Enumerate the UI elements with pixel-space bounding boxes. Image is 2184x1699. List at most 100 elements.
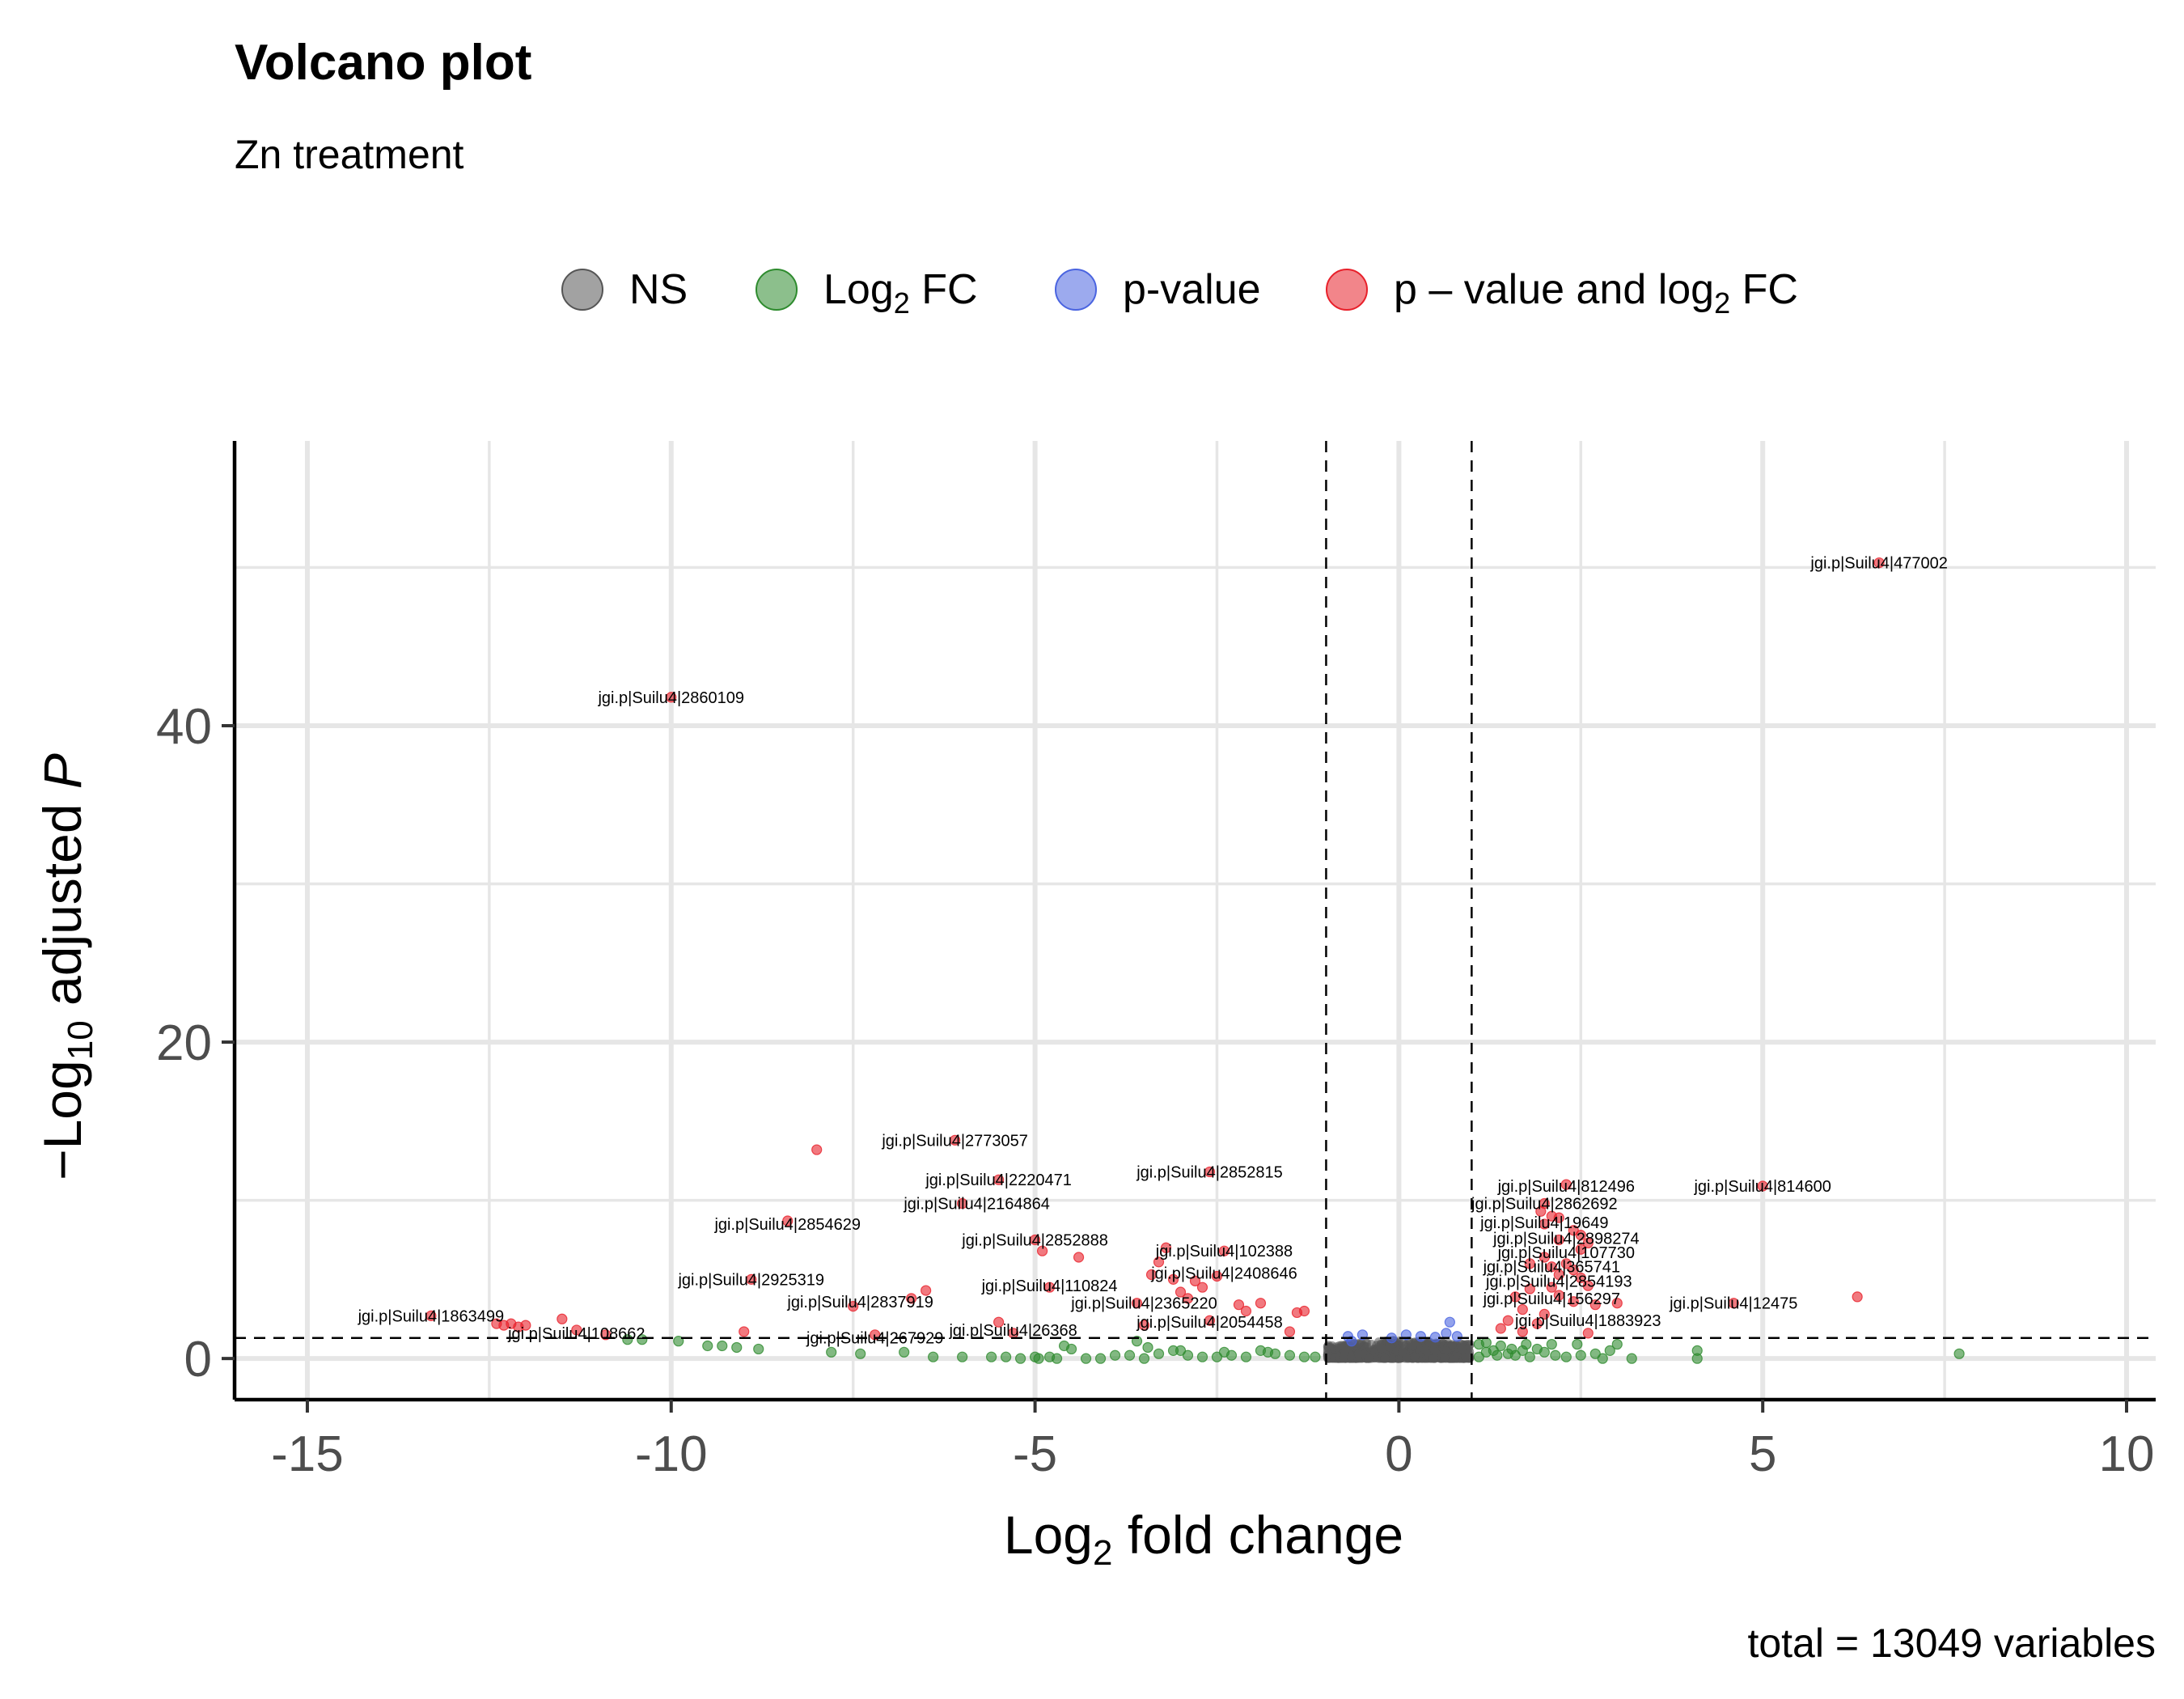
data-points	[425, 557, 1965, 1364]
grid	[235, 441, 2156, 1400]
point-label: jgi.p|Suilu4|2925319	[677, 1271, 824, 1289]
point-fc	[1521, 1338, 1532, 1350]
point-ns	[1336, 1341, 1346, 1350]
point-ns	[1346, 1351, 1356, 1361]
point-fc	[1539, 1346, 1550, 1358]
caption: total = 13049 variables	[1747, 1621, 2156, 1666]
point-pfc	[1560, 1258, 1572, 1269]
legend-label-p: p-value	[1123, 266, 1261, 313]
point-fc	[1524, 1351, 1535, 1362]
point-pfc	[571, 1324, 582, 1336]
point-fc	[1262, 1346, 1274, 1358]
point-pfc	[1575, 1244, 1586, 1255]
point-pfc	[1582, 1237, 1594, 1249]
point-pfc	[1873, 557, 1885, 569]
point-pfc	[957, 1197, 968, 1210]
cutoff-lines	[235, 441, 2156, 1400]
point-fc	[673, 1336, 684, 1347]
point-label: jgi.p|Suilu4|2365220	[1070, 1295, 1217, 1313]
point-pfc	[848, 1301, 859, 1312]
y-tick-label: 40	[156, 699, 212, 755]
point-pfc	[1204, 1166, 1216, 1178]
x-tick-label: 0	[1385, 1426, 1412, 1482]
point-pfc	[1852, 1291, 1863, 1303]
point-pfc	[1240, 1305, 1252, 1317]
point-labels: jgi.p|Suilu4|477002 jgi.p|Suilu4|2860109 j…	[358, 555, 1948, 1348]
point-fc	[1196, 1351, 1208, 1362]
point-p	[1441, 1328, 1452, 1339]
point-pfc	[1298, 1305, 1310, 1317]
point-label: jgi.p|Suilu4|2852815	[1136, 1163, 1283, 1181]
point-pfc	[1211, 1270, 1223, 1282]
point-pfc	[666, 692, 677, 703]
point-pfc	[1568, 1296, 1579, 1307]
point-fc	[1492, 1349, 1503, 1361]
point-pfc	[950, 1134, 961, 1146]
point-pfc	[1575, 1272, 1586, 1284]
point-label: jgi.p|Suilu4|814600	[1693, 1178, 1831, 1196]
point-pfc	[557, 1313, 568, 1324]
point-ns	[1353, 1349, 1363, 1358]
point-pfc	[993, 1174, 1005, 1185]
point-pfc	[1043, 1282, 1056, 1293]
point-label: jgi.p|Suilu4|365741	[1483, 1259, 1620, 1277]
point-pfc	[1153, 1256, 1165, 1268]
point-ns	[1420, 1344, 1429, 1354]
point-fc	[753, 1343, 764, 1355]
point-label: jgi.p|Suilu4|1863499	[358, 1307, 505, 1325]
x-tick-label: -15	[271, 1426, 344, 1482]
point-label: jgi.p|Suilu4|107730	[1497, 1244, 1635, 1262]
point-label: jgi.p|Suilu4|2408646	[1150, 1265, 1297, 1283]
legend-label-fc: Log2 FC	[823, 266, 978, 320]
point-pfc	[1589, 1299, 1601, 1311]
point-fc	[1575, 1349, 1586, 1361]
point-pfc	[1728, 1298, 1739, 1309]
point-ns	[1338, 1353, 1348, 1362]
legend-label-ns: NS	[629, 266, 688, 313]
point-label: jgi.p|Suilu4|2837919	[786, 1294, 933, 1311]
point-label: jgi.p|Suilu4|102388	[1155, 1243, 1293, 1260]
point-fc	[1626, 1353, 1637, 1364]
point-pfc	[1524, 1283, 1535, 1294]
point-pfc	[1553, 1212, 1564, 1223]
point-fc	[1080, 1353, 1092, 1364]
point-pfc	[782, 1215, 794, 1227]
legend: NS Log2 FC p-value p – value and log2 FC	[561, 266, 1798, 320]
point-pfc	[1167, 1273, 1179, 1285]
point-pfc	[1182, 1293, 1194, 1304]
point-fc	[1597, 1353, 1608, 1364]
point-pfc	[1611, 1298, 1623, 1309]
point-fc	[1014, 1353, 1026, 1364]
point-label: jgi.p|Suilu4|812496	[1497, 1178, 1635, 1196]
point-fc	[1094, 1353, 1107, 1364]
point-label: jgi.p|Suilu4|108662	[507, 1325, 645, 1343]
point-fc	[928, 1351, 939, 1362]
point-ns	[1386, 1342, 1395, 1352]
point-pfc	[1553, 1269, 1564, 1281]
point-pfc	[1757, 1180, 1768, 1192]
point-pfc	[1029, 1234, 1041, 1246]
point-pfc	[520, 1320, 531, 1331]
legend-key-fc	[756, 269, 798, 311]
point-ns	[1401, 1354, 1411, 1363]
point-pfc	[1138, 1320, 1150, 1331]
point-pfc	[1495, 1323, 1506, 1334]
point-fc	[1953, 1348, 1965, 1359]
point-p	[1444, 1316, 1455, 1328]
point-fc	[1691, 1345, 1703, 1356]
point-label: jgi.p|Suilu4|2854629	[713, 1216, 861, 1234]
point-p	[1415, 1331, 1426, 1342]
legend-key-pfc	[1326, 269, 1368, 311]
point-pfc	[1036, 1245, 1048, 1256]
point-pfc	[921, 1285, 932, 1296]
chart-title: Volcano plot	[235, 35, 531, 91]
point-pfc	[1160, 1242, 1172, 1253]
point-fc	[1065, 1343, 1077, 1355]
point-pfc	[1546, 1282, 1557, 1293]
point-pfc	[1524, 1258, 1535, 1269]
point-fc	[1175, 1345, 1187, 1356]
point-pfc	[1145, 1269, 1158, 1281]
point-label: jgi.p|Suilu4|12475	[1669, 1295, 1797, 1313]
point-label: jgi.p|Suilu4|2773057	[881, 1132, 1028, 1150]
